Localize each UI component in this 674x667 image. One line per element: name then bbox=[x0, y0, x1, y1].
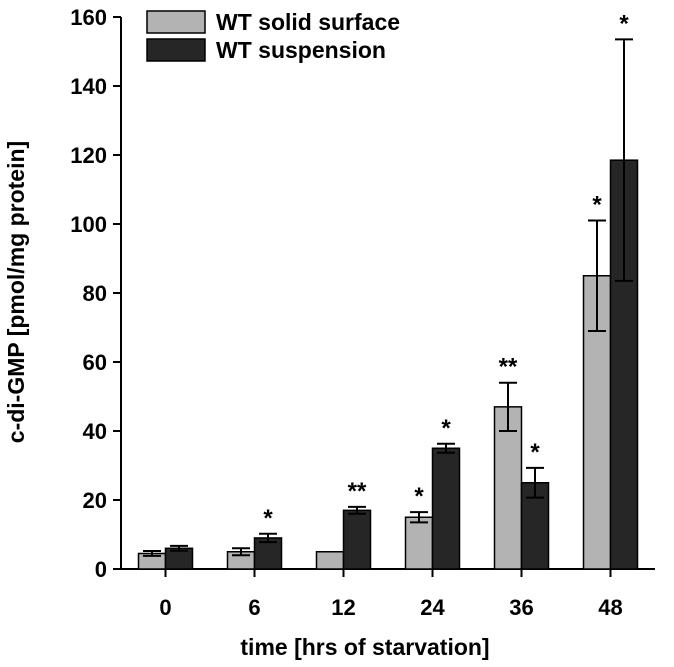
legend-entry: WT solid surface bbox=[216, 9, 400, 35]
x-axis: 0 6 12 24 36 48 bbox=[121, 568, 655, 620]
significance-label: * bbox=[530, 439, 540, 466]
x-tick-label: 0 bbox=[159, 595, 171, 620]
y-tick-label: 0 bbox=[95, 557, 107, 582]
y-tick-label: 120 bbox=[70, 143, 107, 168]
bars: *** ******* bbox=[137, 10, 639, 570]
y-axis: 0 20 40 60 80 100 120 140 160 bbox=[70, 5, 122, 582]
significance-label: * bbox=[414, 483, 424, 510]
bar bbox=[315, 551, 345, 570]
bar bbox=[342, 509, 372, 570]
x-axis-title: time [hrs of starvation] bbox=[240, 634, 489, 660]
y-tick-label: 60 bbox=[83, 350, 107, 375]
y-tick-label: 80 bbox=[83, 281, 107, 306]
legend-entry: WT suspension bbox=[216, 37, 386, 63]
legend-swatch bbox=[146, 10, 206, 34]
significance-label: ** bbox=[348, 478, 367, 505]
y-tick-label: 100 bbox=[70, 212, 107, 237]
y-tick-label: 160 bbox=[70, 5, 107, 30]
bar bbox=[431, 447, 461, 570]
x-tick-label: 24 bbox=[420, 595, 445, 620]
significance-label: * bbox=[619, 10, 629, 37]
significance-label: * bbox=[263, 505, 273, 532]
y-tick-label: 40 bbox=[83, 419, 107, 444]
x-tick-label: 12 bbox=[331, 595, 355, 620]
bar bbox=[404, 516, 434, 570]
y-axis-title: c-di-GMP [pmol/mg protein] bbox=[3, 141, 29, 443]
y-tick-label: 20 bbox=[83, 488, 107, 513]
significance-label: * bbox=[592, 192, 602, 219]
y-tick-label: 140 bbox=[70, 74, 107, 99]
x-tick-label: 48 bbox=[598, 595, 622, 620]
x-tick-label: 36 bbox=[509, 595, 533, 620]
legend-swatch bbox=[146, 38, 206, 62]
significance-label: * bbox=[441, 415, 451, 442]
x-tick-label: 6 bbox=[248, 595, 260, 620]
significance-label: ** bbox=[499, 354, 518, 381]
bar bbox=[493, 406, 523, 570]
